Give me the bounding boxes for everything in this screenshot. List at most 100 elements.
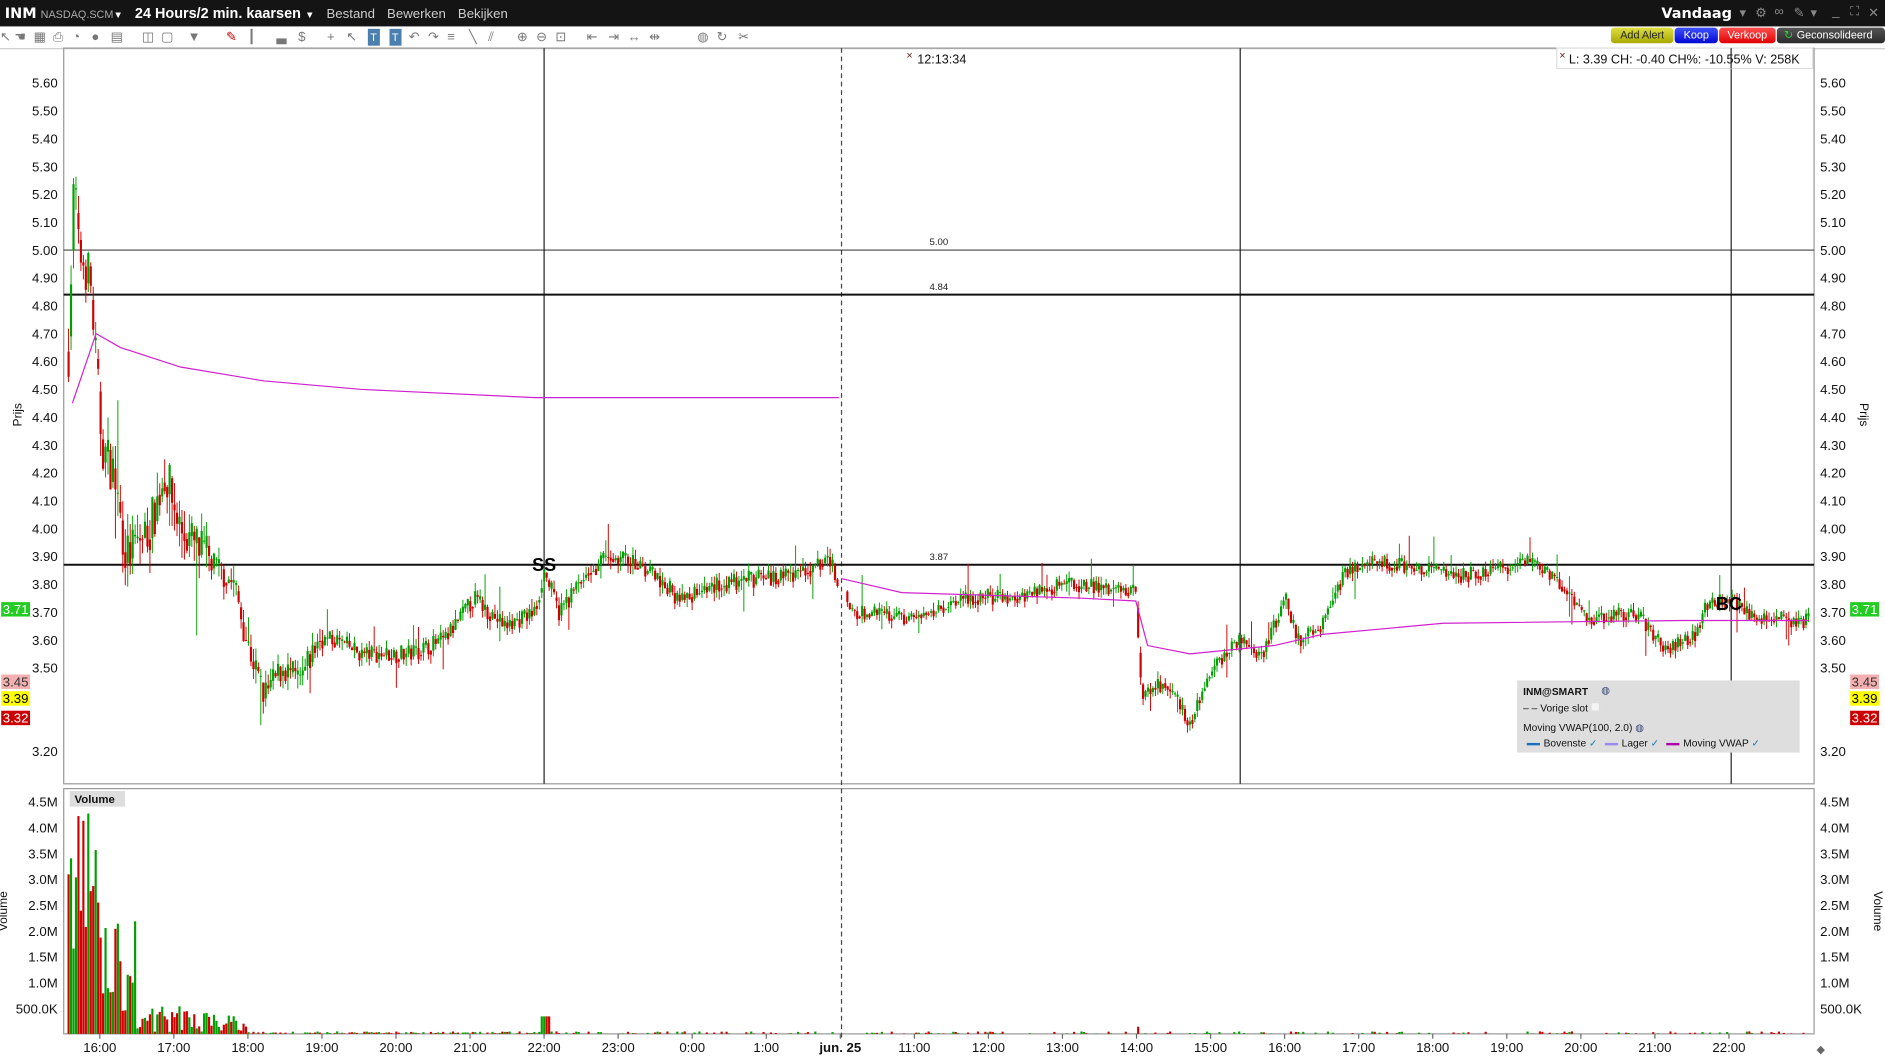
gear-icon[interactable]: ⚙ bbox=[1755, 6, 1768, 21]
candle-body bbox=[1410, 566, 1413, 569]
trade-annotation[interactable]: SS bbox=[532, 555, 556, 575]
zoom-out-icon[interactable]: ⊖ bbox=[536, 30, 548, 45]
checkbox-checked-icon[interactable]: ✓ bbox=[1589, 736, 1598, 749]
menu-bestand[interactable]: Bestand bbox=[326, 7, 376, 22]
candle-body bbox=[1615, 611, 1618, 616]
pencil-icon[interactable]: ✎ bbox=[226, 30, 238, 45]
consolidated-button[interactable]: ↻ Geconsolideerd bbox=[1776, 27, 1885, 44]
clock-icon[interactable]: ◔ bbox=[72, 30, 81, 45]
hand-icon[interactable]: ☚ bbox=[14, 30, 27, 45]
volume-tick-left: 2.5M bbox=[28, 898, 57, 913]
circle-icon[interactable]: ● bbox=[91, 30, 100, 45]
text-alert-icon[interactable]: T bbox=[389, 28, 401, 46]
add-alert-button[interactable]: Add Alert bbox=[1610, 27, 1674, 44]
close-icon[interactable]: ✕ bbox=[1868, 6, 1880, 21]
cursor-icon[interactable]: ↖ bbox=[0, 30, 12, 45]
channel-icon[interactable]: ⫽ bbox=[488, 30, 494, 45]
bars-icon[interactable]: ┃ bbox=[247, 30, 256, 45]
refresh-icon[interactable]: ↻ bbox=[716, 30, 728, 45]
dollar-icon[interactable]: $ bbox=[298, 30, 306, 45]
candle-body bbox=[1669, 647, 1672, 654]
redo-icon[interactable]: ↷ bbox=[427, 30, 440, 45]
collapse-icon[interactable]: ⇹ bbox=[649, 30, 661, 45]
fibonacci-icon[interactable]: ≡ bbox=[447, 30, 455, 45]
sell-button[interactable]: Verkoop bbox=[1719, 27, 1776, 44]
period-selector[interactable]: 24 Hours/2 min. kaarsen ▼ bbox=[135, 5, 315, 22]
volume-bar bbox=[84, 927, 87, 1034]
menu-bekijken[interactable]: Bekijken bbox=[457, 7, 508, 22]
volume-icon[interactable]: ▃ bbox=[276, 30, 287, 45]
candle-body bbox=[1617, 607, 1620, 615]
minimize-icon[interactable]: _ bbox=[1832, 4, 1840, 20]
checkbox-checked-icon[interactable]: ✓ bbox=[1650, 736, 1660, 749]
candle-body bbox=[1277, 619, 1280, 623]
globe-icon[interactable]: ◍ bbox=[1635, 721, 1645, 734]
close-icon[interactable]: × bbox=[1559, 50, 1565, 62]
close-icon[interactable]: × bbox=[906, 50, 912, 62]
candle-body bbox=[767, 570, 770, 579]
buy-button[interactable]: Koop bbox=[1674, 27, 1718, 44]
checkbox-checked-icon[interactable]: ✓ bbox=[1751, 736, 1761, 749]
candle-body bbox=[1040, 587, 1044, 592]
volume-bar bbox=[109, 992, 112, 1034]
globe-icon[interactable]: ◍ bbox=[697, 30, 709, 45]
candle-body bbox=[1437, 566, 1440, 569]
wrench-icon[interactable]: ✂ bbox=[738, 30, 750, 45]
candle-body bbox=[1319, 629, 1322, 633]
volume-bar bbox=[698, 1031, 701, 1034]
legend-series-item: Bovenste ✓ bbox=[1526, 736, 1598, 749]
volume-bar bbox=[1203, 1033, 1206, 1034]
candle-body bbox=[311, 645, 314, 663]
expand-icon[interactable]: ↔ bbox=[627, 30, 641, 45]
maximize-icon[interactable]: ⛶ bbox=[1850, 4, 1860, 20]
candle-body bbox=[1070, 577, 1073, 581]
trade-annotation[interactable]: BC bbox=[1716, 594, 1742, 614]
volume-bar bbox=[138, 1027, 142, 1034]
fit-icon[interactable]: ⊡ bbox=[555, 30, 567, 45]
crosshair-icon[interactable]: + bbox=[326, 30, 335, 45]
volume-bar bbox=[126, 974, 129, 1034]
dropdown-icon[interactable]: ▼ bbox=[187, 30, 201, 45]
scroll-left-icon[interactable]: ⇤ bbox=[586, 30, 598, 45]
candle-body bbox=[1662, 645, 1665, 652]
trendline-icon[interactable]: ╲ bbox=[468, 30, 477, 45]
text-icon[interactable]: T bbox=[367, 28, 380, 46]
candle-body bbox=[429, 650, 432, 655]
menu-dropdown-icon[interactable]: ▾ bbox=[1810, 6, 1818, 21]
chevron-down-icon[interactable]: ▾ bbox=[1739, 6, 1747, 21]
undo-icon[interactable]: ↶ bbox=[408, 30, 420, 45]
zoom-in-icon[interactable]: ⊕ bbox=[516, 30, 529, 45]
pointer-icon[interactable]: ↖ bbox=[346, 30, 358, 45]
candle-body bbox=[1541, 570, 1544, 574]
candle-body bbox=[907, 615, 911, 621]
grid-icon[interactable]: ▦ bbox=[33, 30, 47, 45]
volume-bar bbox=[217, 1026, 220, 1034]
volume-bar bbox=[1398, 1031, 1401, 1034]
volume-tick-left: 2.0M bbox=[28, 924, 57, 939]
range-selector[interactable]: Vandaag bbox=[1661, 4, 1732, 22]
blank-icon[interactable]: ▢ bbox=[161, 30, 174, 45]
globe-icon[interactable]: ◍ bbox=[1601, 684, 1611, 697]
candle-body bbox=[151, 497, 154, 539]
chart-icon[interactable]: ◫ bbox=[141, 30, 155, 45]
layout-icon[interactable]: ▤ bbox=[110, 30, 124, 45]
candle-body bbox=[1001, 593, 1004, 602]
candle-body bbox=[1058, 581, 1061, 586]
candle-body bbox=[439, 632, 442, 640]
candle-body bbox=[757, 569, 760, 578]
candle-body bbox=[1075, 587, 1078, 589]
scroll-right-icon[interactable]: ⇥ bbox=[608, 30, 620, 45]
print-icon[interactable]: ⎙ bbox=[52, 30, 64, 45]
volume-bar bbox=[725, 1031, 728, 1034]
link-icon[interactable]: ∞ bbox=[1774, 4, 1784, 20]
prev-close-checkbox[interactable] bbox=[1590, 702, 1601, 712]
volume-bar bbox=[1462, 1032, 1465, 1034]
symbol-selector[interactable]: INM NASDAQ.SCM▼ bbox=[5, 5, 123, 22]
menu-bewerken[interactable]: Bewerken bbox=[387, 7, 446, 22]
pin-icon[interactable]: ✎ bbox=[1793, 6, 1805, 21]
volume-bar bbox=[67, 874, 70, 1034]
candle-body bbox=[540, 588, 543, 593]
candle-body bbox=[1459, 576, 1463, 583]
candle-body bbox=[279, 666, 282, 682]
